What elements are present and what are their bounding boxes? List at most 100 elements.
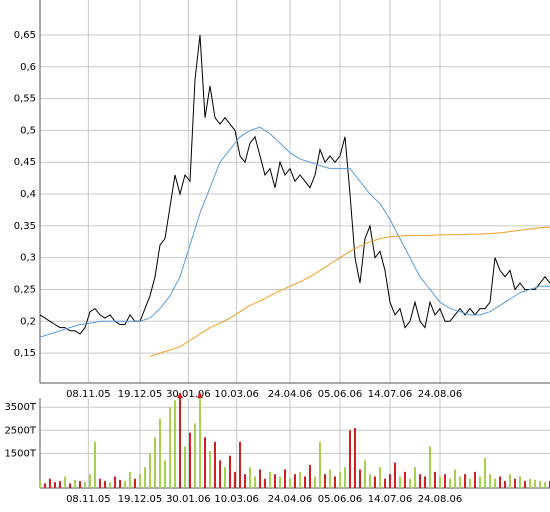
- y-tick-label: 0,4: [20, 189, 36, 200]
- volume-bar: [369, 474, 371, 488]
- volume-bar: [519, 476, 521, 488]
- volume-bar: [189, 432, 191, 488]
- volume-bar: [349, 430, 351, 488]
- x-tick-label: 24.08.06: [418, 494, 463, 505]
- volume-bar: [474, 471, 476, 488]
- x-tick-label: 08.11.05: [66, 494, 111, 505]
- y-tick-label: 0,45: [14, 157, 36, 168]
- volume-bar: [69, 483, 71, 488]
- y-tick-label: 3500T: [4, 402, 36, 413]
- volume-bar: [424, 476, 426, 488]
- y-tick-label: 0,55: [14, 94, 36, 105]
- volume-bar: [204, 437, 206, 488]
- volume-bar: [159, 418, 161, 488]
- volume-bar: [39, 481, 41, 488]
- volume-bar: [484, 458, 486, 488]
- volume-bar: [229, 455, 231, 488]
- overflow-arrow: [197, 392, 203, 398]
- volume-bar: [354, 428, 356, 488]
- volume-bar: [304, 476, 306, 488]
- y-tick-label: 0,35: [14, 221, 36, 232]
- volume-bar: [454, 469, 456, 488]
- volume-bar: [539, 481, 541, 488]
- volume-bar: [509, 474, 511, 488]
- volume-bar: [494, 478, 496, 488]
- volume-bar: [144, 467, 146, 488]
- volume-bar: [264, 478, 266, 488]
- volume-bar: [254, 476, 256, 488]
- volume-bar: [64, 476, 66, 488]
- volume-bar: [49, 478, 51, 488]
- x-tick-label: 14.07.06: [368, 389, 413, 400]
- volume-bar: [464, 474, 466, 488]
- volume-bar: [419, 474, 421, 488]
- volume-bar: [404, 471, 406, 488]
- volume-bar: [444, 474, 446, 488]
- y-tick-label: 0,2: [20, 316, 36, 327]
- volume-bar: [174, 400, 176, 488]
- volume-bar: [214, 441, 216, 488]
- volume-bar: [134, 478, 136, 488]
- volume-bar: [154, 437, 156, 488]
- volume-bar: [244, 474, 246, 488]
- volume-bar: [339, 471, 341, 488]
- volume-bar: [284, 469, 286, 488]
- volume-bar: [374, 476, 376, 488]
- volume-bar: [324, 474, 326, 488]
- volume-bar: [359, 469, 361, 488]
- x-tick-label: 30.01.06: [166, 389, 211, 400]
- volume-bar: [109, 482, 111, 488]
- volume-bar: [249, 467, 251, 488]
- x-tick-label: 19.12.05: [118, 494, 163, 505]
- volume-bar: [94, 441, 96, 488]
- volume-bar: [269, 471, 271, 488]
- volume-bar: [544, 482, 546, 488]
- volume-bar: [314, 476, 316, 488]
- volume-bar: [169, 407, 171, 488]
- volume-bar: [344, 467, 346, 488]
- volume-bar: [239, 441, 241, 488]
- volume-bar: [524, 481, 526, 488]
- x-tick-label: 05.06.06: [318, 389, 363, 400]
- volume-bar: [379, 467, 381, 488]
- price-line: [39, 34, 550, 335]
- volume-bar: [439, 476, 441, 488]
- volume-bar: [364, 460, 366, 488]
- volume-bar: [59, 481, 61, 488]
- volume-bar: [294, 474, 296, 488]
- volume-bar: [529, 478, 531, 488]
- volume-bar: [499, 476, 501, 488]
- volume-bar: [429, 446, 431, 488]
- x-tick-label: 10.03.06: [214, 494, 259, 505]
- y-tick-label: 2500T: [4, 425, 36, 436]
- volume-bar: [179, 398, 181, 488]
- volume-bar: [434, 471, 436, 488]
- volume-bar: [194, 423, 196, 488]
- volume-bar: [139, 474, 141, 488]
- price-line: [149, 226, 550, 357]
- volume-bar: [514, 478, 516, 488]
- y-tick-label: 1500T: [4, 448, 36, 459]
- volume-bar: [409, 478, 411, 488]
- volume-bar: [414, 467, 416, 488]
- x-tick-label: 24.08.06: [418, 389, 463, 400]
- volume-bar: [74, 479, 76, 488]
- volume-bar: [489, 474, 491, 488]
- x-tick-label: 14.07.06: [368, 494, 413, 505]
- volume-bar: [274, 474, 276, 488]
- y-tick-label: 0,5: [20, 125, 36, 136]
- x-tick-label: 24.04.06: [268, 494, 313, 505]
- volume-bar: [449, 478, 451, 488]
- volume-bar: [259, 469, 261, 488]
- volume-bar: [479, 476, 481, 488]
- y-tick-label: 0,6: [20, 62, 36, 73]
- volume-bar: [89, 474, 91, 488]
- volume-bar: [219, 460, 221, 488]
- x-tick-label: 10.03.06: [214, 389, 259, 400]
- x-tick-label: 05.06.06: [318, 494, 363, 505]
- volume-bar: [389, 474, 391, 488]
- volume-bar: [104, 481, 106, 488]
- volume-bar: [44, 483, 46, 488]
- volume-bar: [164, 460, 166, 488]
